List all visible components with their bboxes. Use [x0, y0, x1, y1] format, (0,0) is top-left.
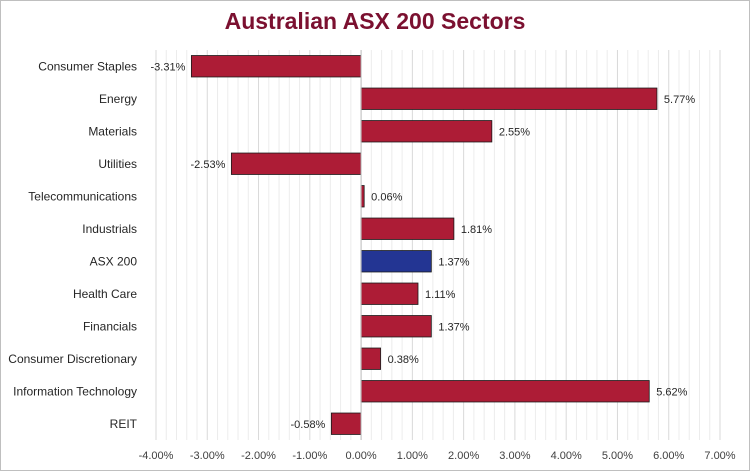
x-tick-label: 3.00%	[499, 450, 530, 462]
chart-title: Australian ASX 200 Sectors	[224, 8, 526, 34]
category-label: Financials	[83, 319, 137, 333]
x-tick-label: -3.00%	[190, 450, 225, 462]
x-tick-label: 6.00%	[653, 450, 684, 462]
data-label: -2.53%	[191, 159, 226, 171]
category-label: Consumer Staples	[38, 59, 137, 73]
category-label: Industrials	[82, 222, 137, 236]
category-label: Consumer Discretionary	[8, 352, 137, 366]
category-label: Telecommunications	[28, 189, 137, 203]
category-label: Information Technology	[13, 384, 137, 398]
category-label: Materials	[88, 124, 137, 138]
x-tick-label: -4.00%	[139, 450, 174, 462]
category-label: Health Care	[73, 287, 137, 301]
data-label: 1.37%	[438, 256, 469, 268]
category-label: Utilities	[98, 157, 137, 171]
bar	[360, 217, 455, 240]
data-label: 1.11%	[425, 289, 456, 301]
bar	[190, 55, 362, 78]
x-tick-label: 7.00%	[704, 450, 735, 462]
data-label: 5.62%	[656, 386, 687, 398]
category-label: REIT	[110, 417, 138, 431]
x-tick-label: 0.00%	[345, 450, 376, 462]
bar	[360, 87, 658, 110]
x-tick-label: 5.00%	[602, 450, 633, 462]
x-tick-label: 2.00%	[448, 450, 479, 462]
x-tick-label: 1.00%	[397, 450, 428, 462]
data-label: 1.37%	[438, 321, 469, 333]
bar	[330, 412, 362, 435]
bar	[360, 380, 650, 403]
x-tick-label: -1.00%	[292, 450, 327, 462]
data-label: 0.06%	[371, 191, 402, 203]
data-label: 0.38%	[388, 354, 419, 366]
data-labels: -3.31% 5.77% 2.55% -2.53% 0.06% 1.81% 1.37% 1.1…	[151, 61, 696, 431]
gridlines	[155, 50, 721, 440]
data-label: 5.77%	[664, 94, 695, 106]
bar	[230, 152, 362, 175]
bar	[360, 282, 419, 305]
bar	[360, 250, 432, 273]
bar	[360, 120, 493, 143]
category-label: Energy	[99, 92, 137, 106]
data-label: -0.58%	[290, 419, 325, 431]
data-label: 1.81%	[461, 224, 492, 236]
x-tick-label: 4.00%	[551, 450, 582, 462]
bar	[360, 347, 381, 370]
x-tick-labels: -4.00% -3.00% -2.00% -1.00% 0.00% 1.00% 2.00% 3…	[139, 450, 736, 462]
data-label: -3.31%	[151, 61, 186, 73]
x-tick-label: -2.00%	[241, 450, 276, 462]
category-labels: Consumer Staples Energy Materials Utilities…	[8, 59, 137, 431]
data-label: 2.55%	[499, 126, 530, 138]
bar	[360, 315, 432, 338]
category-label: ASX 200	[90, 254, 138, 268]
